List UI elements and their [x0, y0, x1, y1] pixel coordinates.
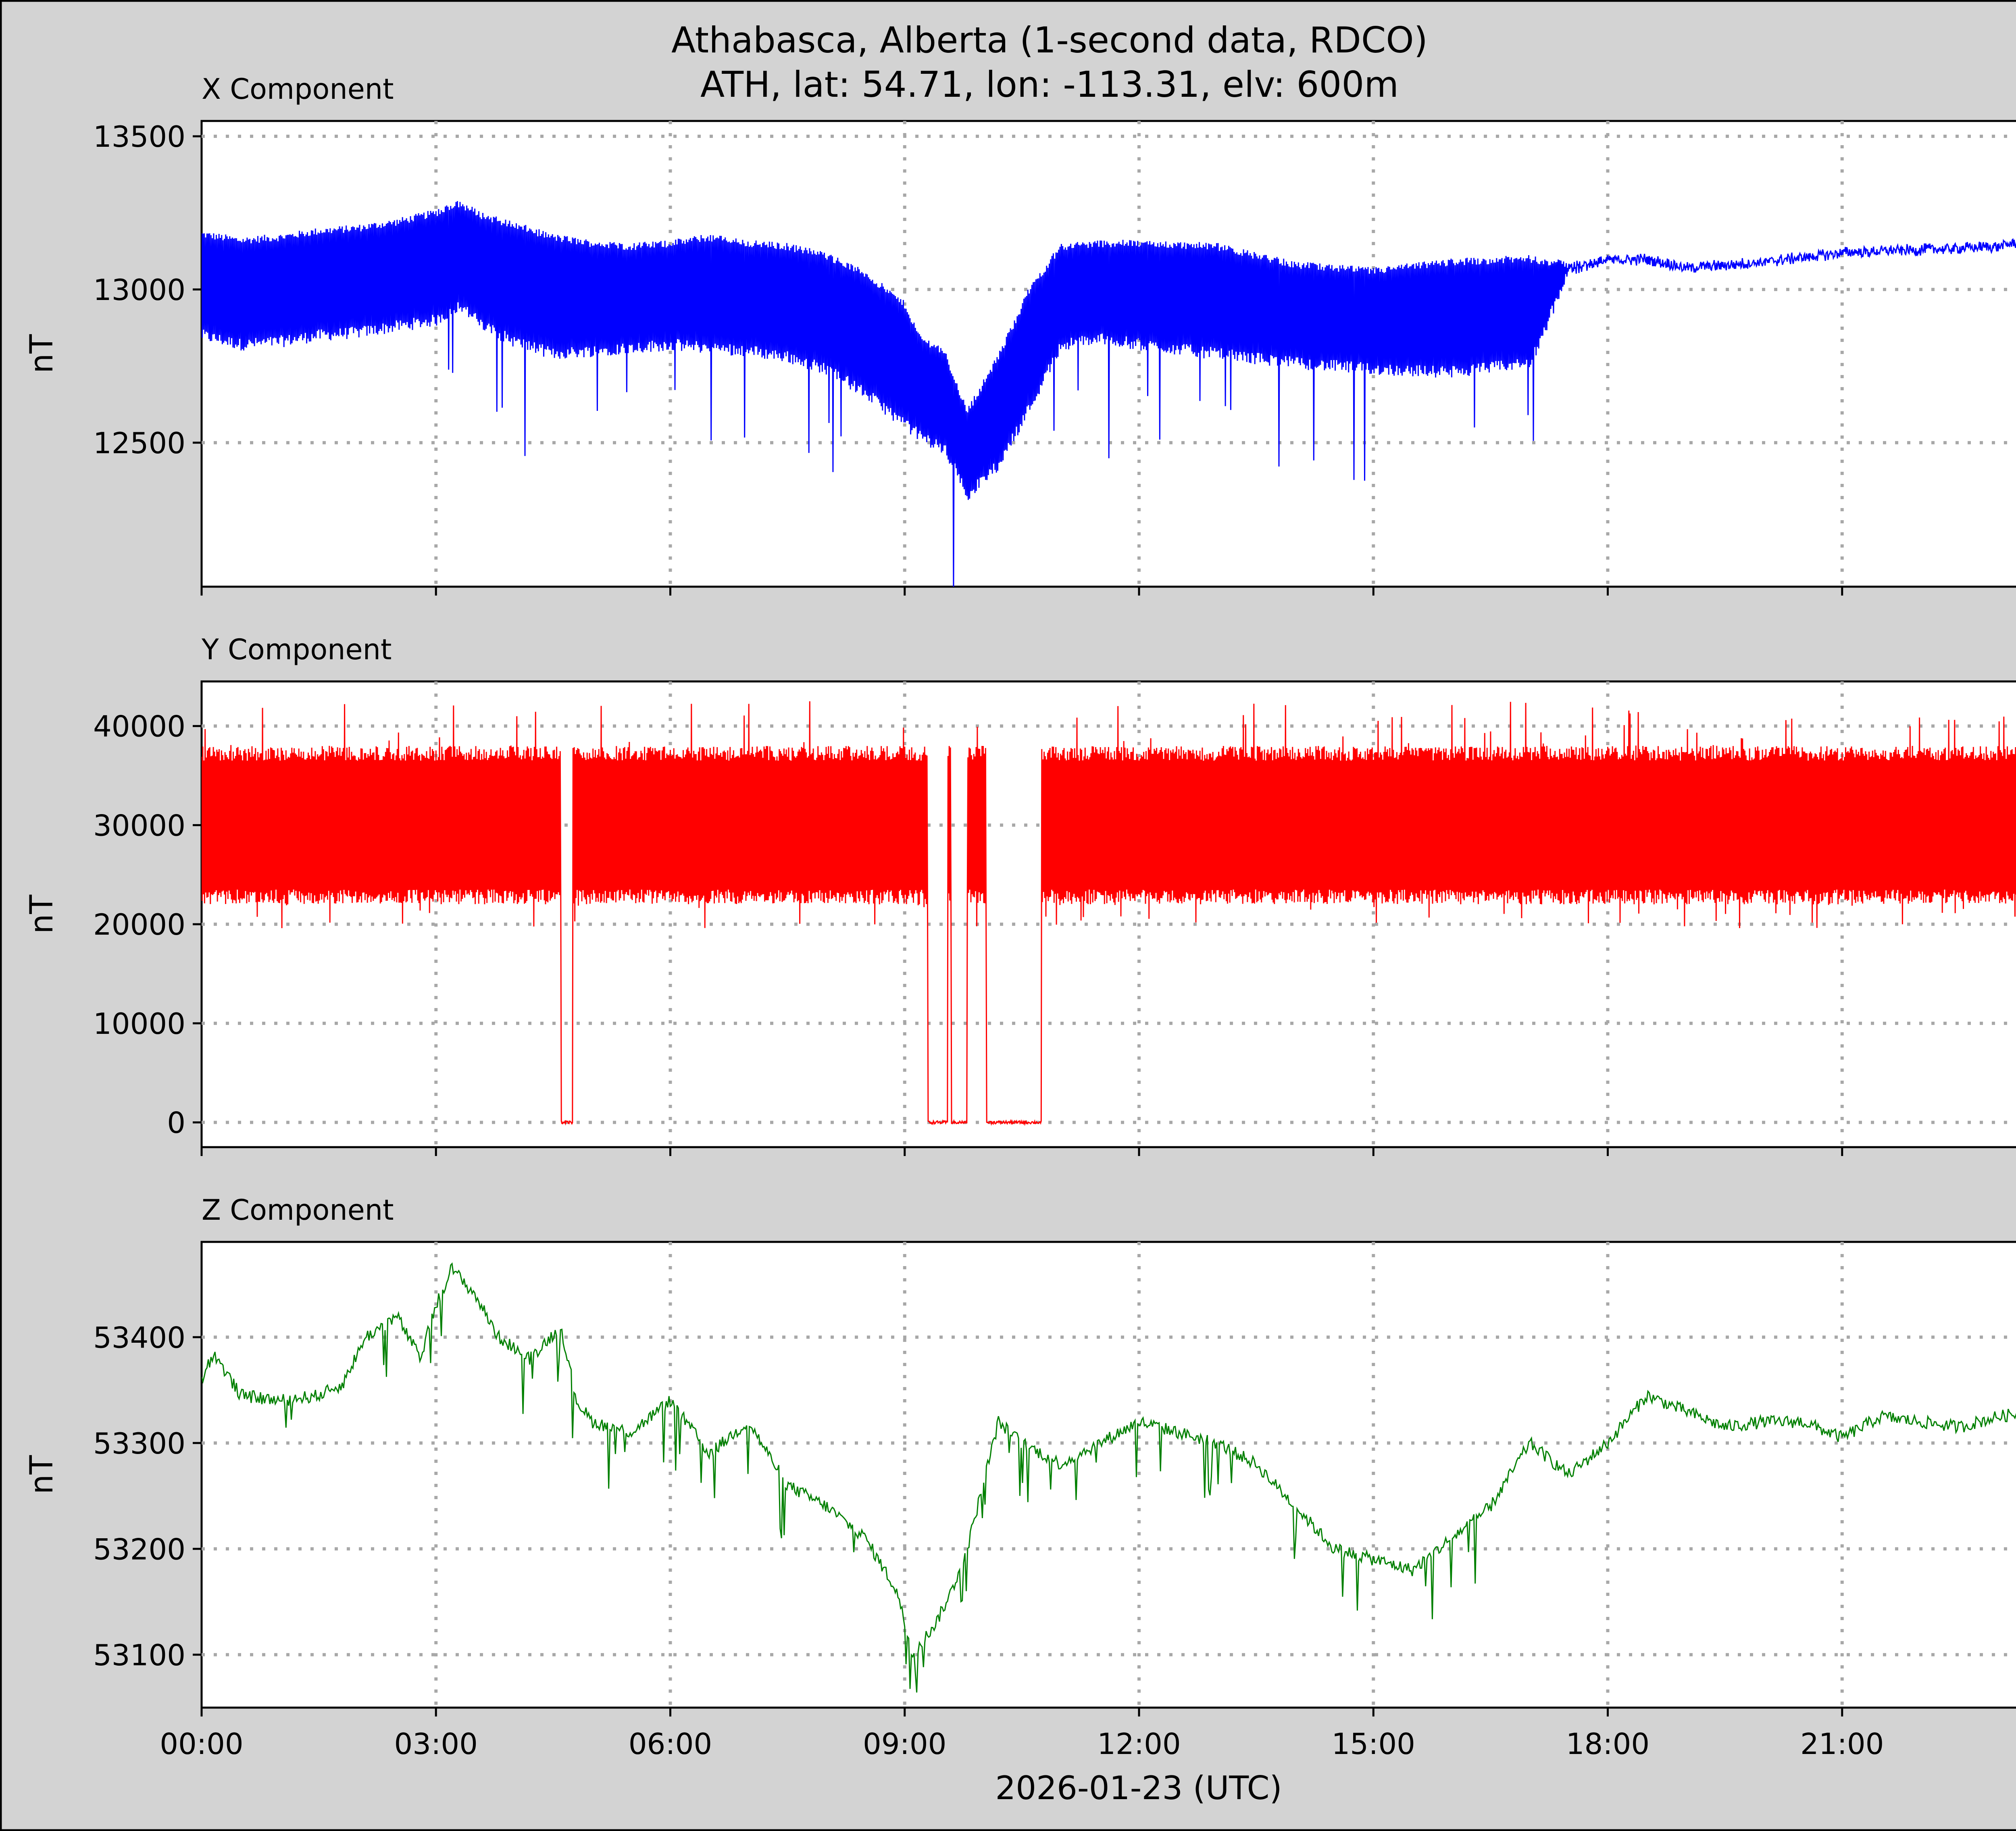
y-tick-label: 13000: [93, 273, 185, 307]
panel-title: X Component: [202, 73, 394, 106]
y-tick-label: 13500: [93, 120, 185, 154]
y-axis-label: nT: [24, 1455, 60, 1494]
x-tick-label: 12:00: [1097, 1727, 1181, 1761]
series-group: [202, 201, 2016, 587]
y-component-line: [202, 701, 2016, 1126]
x-component-panel: X Component 12500 13000 13500 nT: [24, 73, 2016, 596]
x-tick-label: 00:00: [160, 1727, 244, 1761]
y-component-panel: Y Component 0 10000 20000 30000 40000 nT: [24, 633, 2016, 1156]
y-tick-label: 40000: [93, 710, 185, 744]
y-tick-label: 53200: [93, 1532, 185, 1566]
x-tick-label: 03:00: [394, 1727, 478, 1761]
y-axis-label: nT: [24, 334, 60, 373]
y-tick-label: 53400: [93, 1321, 185, 1354]
series-group: [202, 1262, 2016, 1693]
z-component-line: [202, 1262, 2016, 1693]
figure-title-line1: Athabasca, Alberta (1-second data, RDCO): [671, 19, 1428, 61]
panel-title: Z Component: [202, 1194, 394, 1227]
x-tick-label: 06:00: [629, 1727, 712, 1761]
y-tick-label: 0: [167, 1106, 185, 1140]
x-axis-label: 2026-01-23 (UTC): [995, 1769, 1282, 1807]
y-tick-label: 20000: [93, 908, 185, 942]
x-tick-label: 18:00: [1566, 1727, 1650, 1761]
figure-title-line2: ATH, lat: 54.71, lon: -113.31, elv: 600m: [700, 64, 1399, 105]
y-axis-label: nT: [24, 895, 60, 934]
y-tick-label: 10000: [93, 1007, 185, 1041]
series-group: [202, 701, 2016, 1126]
x-component-line: [202, 201, 2016, 587]
plot-area: [200, 1241, 2016, 1709]
y-tick-label: 53300: [93, 1427, 185, 1460]
y-tick-label: 53100: [93, 1638, 185, 1672]
y-tick-label: 30000: [93, 808, 185, 842]
panel-title: Y Component: [201, 633, 392, 666]
x-tick-label: 09:00: [863, 1727, 947, 1761]
z-component-panel: Z Component 53100 53200 53300 53400 nT 00:00 03…: [24, 1194, 2016, 1761]
x-tick-label: 21:00: [1800, 1727, 1884, 1761]
x-tick-label: 15:00: [1332, 1727, 1416, 1761]
y-tick-label: 12500: [93, 426, 185, 460]
